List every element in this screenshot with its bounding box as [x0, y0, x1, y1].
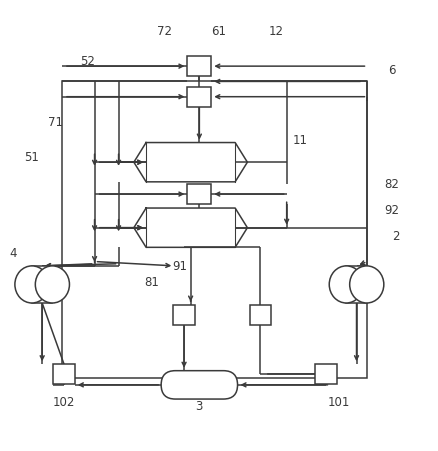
Text: 91: 91 [172, 261, 187, 273]
Ellipse shape [350, 266, 384, 303]
Bar [187, 56, 212, 76]
Text: 72: 72 [157, 25, 172, 38]
Bar [187, 184, 212, 204]
Bar [250, 304, 272, 326]
Text: 4: 4 [9, 248, 17, 260]
Ellipse shape [329, 266, 364, 303]
Text: 52: 52 [81, 55, 95, 68]
Bar [173, 304, 195, 326]
Bar [53, 364, 75, 384]
Text: 2: 2 [392, 230, 399, 243]
Ellipse shape [15, 266, 49, 303]
Bar [62, 82, 367, 378]
Text: 11: 11 [292, 134, 307, 147]
Text: 6: 6 [388, 64, 395, 77]
Bar [346, 266, 367, 303]
Text: 101: 101 [328, 396, 350, 409]
Text: 102: 102 [53, 396, 75, 409]
Text: 82: 82 [384, 178, 399, 190]
Text: 12: 12 [268, 25, 283, 38]
Text: 81: 81 [144, 276, 159, 289]
Bar [32, 266, 53, 303]
Bar [187, 87, 212, 106]
Bar [315, 364, 337, 384]
Text: 92: 92 [384, 204, 399, 217]
Text: 61: 61 [212, 25, 226, 38]
Ellipse shape [35, 266, 70, 303]
Text: 3: 3 [196, 400, 203, 413]
Text: 71: 71 [48, 116, 63, 129]
FancyBboxPatch shape [161, 371, 237, 399]
Text: 51: 51 [24, 152, 39, 164]
